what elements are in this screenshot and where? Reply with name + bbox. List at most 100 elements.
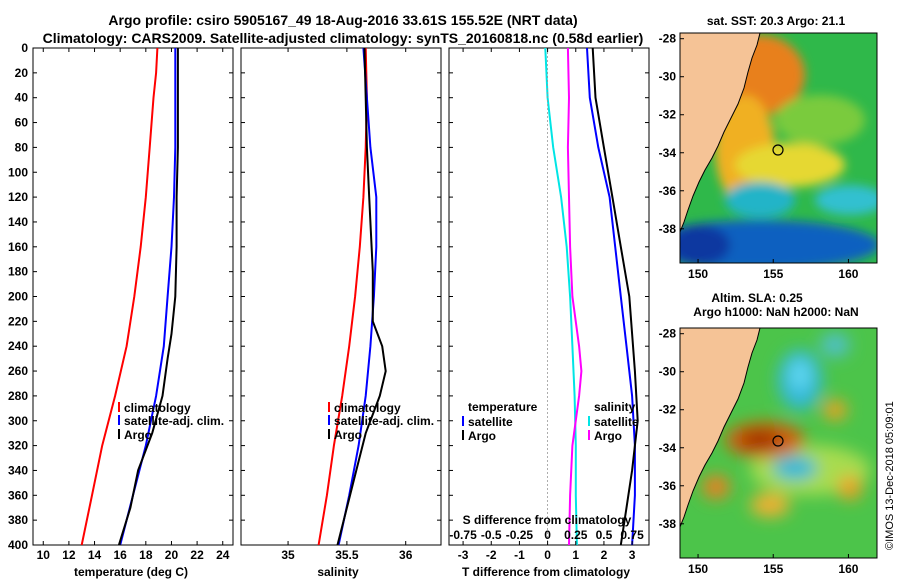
- depth-tick-label: 380: [8, 513, 28, 527]
- x-tick-label: 18: [139, 548, 153, 562]
- sst-map: [680, 33, 877, 263]
- salinity-diff-axis-label: S difference from climatology: [463, 513, 632, 527]
- legend-title-salinity: salinity: [594, 400, 636, 414]
- sst-cold-1: [680, 220, 877, 263]
- depth-tick-label: 360: [8, 488, 28, 502]
- sla-cold-eddy-core: [790, 360, 810, 390]
- sla-map: [680, 328, 877, 558]
- sst-patch-green: [775, 95, 865, 145]
- x-tick-label: 16: [113, 548, 127, 562]
- sla-orange-4: [750, 493, 790, 517]
- watermark: ©IMOS 13-Dec-2018 05:09:01: [884, 401, 896, 550]
- salinity-legend: climatology satellite-adj. clim. Argo: [328, 401, 434, 442]
- legend-label-sal-argo: Argo: [594, 429, 622, 443]
- x-tick-label: 24: [216, 548, 230, 562]
- depth-tick-label: 100: [8, 165, 28, 179]
- map-lat-label: -32: [659, 108, 677, 122]
- depth-tick-label: 160: [8, 240, 28, 254]
- legend-label-climatology: climatology: [334, 401, 401, 415]
- x-tick-label: 3: [629, 548, 636, 562]
- depth-tick-label: 140: [8, 215, 28, 229]
- map-lat-label: -34: [659, 146, 677, 160]
- x-tick-label: 22: [190, 548, 204, 562]
- depth-axis: 0 20 40 60 80 100 120 140 160 180 200 220 240 260 280 3…: [8, 41, 649, 552]
- map-lat-label: -34: [659, 441, 677, 455]
- sla-land: [680, 328, 760, 527]
- legend-label-argo: Argo: [124, 428, 152, 442]
- sla-orange-3: [838, 476, 862, 500]
- depth-tick-label: 20: [15, 66, 29, 80]
- salinity-diff-tick-label: 0.75: [620, 528, 644, 542]
- map-lat-label: -38: [659, 517, 677, 531]
- series-line: [591, 48, 639, 545]
- depth-tick-label: 240: [8, 339, 28, 353]
- depth-tick-label: 280: [8, 389, 28, 403]
- depth-tick-label: 220: [8, 314, 28, 328]
- sst-cool-2: [815, 185, 877, 215]
- legend-label-sal-satellite: satellite: [594, 415, 639, 429]
- sst-map-frame: [679, 32, 878, 264]
- x-axes: 10 12 14 16 18 20 22 24 35 35.5 36 -3 -2 -1 0 1 2 3: [37, 48, 636, 562]
- x-tick-label: 36: [399, 548, 413, 562]
- x-tick-label: -1: [514, 548, 525, 562]
- x-tick-label: 14: [88, 548, 102, 562]
- map-lon-label: 160: [838, 267, 858, 281]
- map-lat-label: -38: [659, 222, 677, 236]
- series-line: [80, 48, 159, 545]
- map-lon-label: 160: [838, 562, 858, 576]
- x-tick-label: -3: [458, 548, 469, 562]
- map-lat-label: -30: [659, 365, 677, 379]
- sla-cold-eddy-2: [773, 456, 817, 480]
- temperature-axis-label: temperature (deg C): [74, 565, 188, 579]
- sst-cold-2: [680, 225, 730, 263]
- sst-eddy-yellow: [735, 143, 845, 187]
- depth-tick-label: 40: [15, 91, 29, 105]
- depth-tick-label: 200: [8, 290, 28, 304]
- sla-map-axes: 150 155 160 -28 -30 -32 -34 -36 -38: [659, 327, 859, 576]
- map-lat-label: -36: [659, 479, 677, 493]
- salinity-axis-label: salinity: [317, 565, 359, 579]
- sst-map-title: sat. SST: 20.3 Argo: 21.1: [707, 14, 846, 28]
- series-line: [337, 48, 378, 545]
- sla-argo-marker: [772, 435, 784, 447]
- salinity-diff-tick-labels: -0.75 -0.5 -0.25 0 0.25 0.5 0.75: [449, 528, 644, 542]
- salinity-diff-tick-label: 0.25: [564, 528, 588, 542]
- chart-title-line2: Climatology: CARS2009. Satellite-adjuste…: [43, 30, 644, 46]
- legend-title-temperature: temperature: [468, 400, 538, 414]
- sla-map-frame: [679, 327, 878, 559]
- series-line: [586, 48, 636, 545]
- sst-argo-marker: [772, 144, 784, 156]
- difference-plot: [544, 48, 639, 545]
- series-line: [544, 48, 578, 545]
- map-lon-label: 150: [688, 267, 708, 281]
- salinity-diff-tick-label: -0.5: [481, 528, 502, 542]
- depth-tick-label: 0: [21, 41, 28, 55]
- x-tick-label: 12: [62, 548, 76, 562]
- sla-map-title: Altim. SLA: 0.25: [711, 291, 803, 305]
- map-lon-label: 155: [763, 267, 783, 281]
- legend-label-temp-satellite: satellite: [468, 415, 513, 429]
- sla-warm-eddy-core: [740, 430, 780, 450]
- salinity-plot-frame: [240, 47, 442, 546]
- map-lat-label: -32: [659, 403, 677, 417]
- difference-plot-frame: [448, 47, 650, 546]
- map-lat-label: -36: [659, 184, 677, 198]
- map-lat-label: -30: [659, 70, 677, 84]
- legend-label-temp-argo: Argo: [468, 429, 496, 443]
- temperature-legend: climatology satellite-adj. clim. Argo: [118, 401, 224, 442]
- salinity-diff-tick-label: 0.5: [596, 528, 613, 542]
- sla-coastline: [680, 328, 761, 528]
- series-line: [117, 48, 179, 545]
- x-tick-label: 20: [165, 548, 179, 562]
- depth-tick-label: 320: [8, 439, 28, 453]
- x-tick-label: -2: [486, 548, 497, 562]
- salinity-diff-tick-label: 0: [544, 528, 551, 542]
- sla-cyan-north: [820, 333, 850, 357]
- x-tick-label: 0: [544, 548, 551, 562]
- x-tick-label: 35.5: [335, 548, 359, 562]
- x-tick-label: 2: [601, 548, 608, 562]
- difference-legend: temperature satellite Argo salinity sate…: [462, 400, 639, 443]
- temperature-plot-frame: [32, 47, 234, 546]
- salinity-diff-tick-label: -0.75: [449, 528, 477, 542]
- x-tick-label: 35: [281, 548, 295, 562]
